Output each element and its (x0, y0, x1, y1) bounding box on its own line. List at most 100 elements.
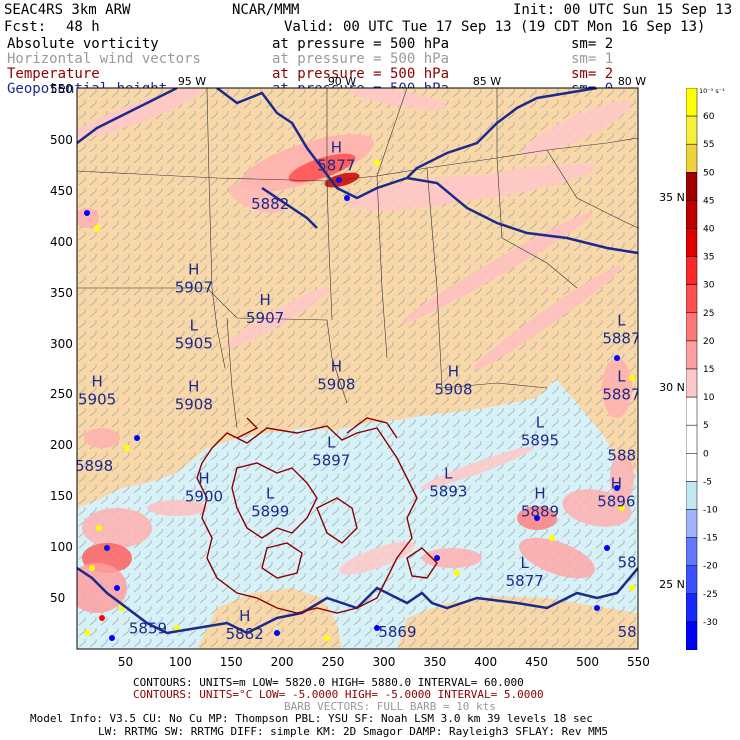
legend-name: Temperature (7, 66, 100, 82)
svg-text:5905: 5905 (78, 391, 116, 409)
colorbar-label: -25 (703, 590, 718, 600)
lat-label: 25 N (659, 578, 685, 591)
svg-text:5897: 5897 (618, 554, 656, 572)
model-info-line1: Model Info: V3.5 CU: No Cu MP: Thompson … (30, 712, 593, 725)
colorbar-swatch (686, 509, 698, 538)
colorbar-swatch (686, 593, 698, 623)
colorbar-swatch (686, 200, 698, 229)
svg-text:5889: 5889 (521, 503, 559, 521)
svg-text:5882: 5882 (226, 625, 264, 643)
svg-text:5882: 5882 (251, 195, 289, 213)
vorticity-shading (77, 88, 635, 641)
legend-sm: sm= 2 (571, 36, 614, 52)
colorbar-label: 10 (703, 393, 715, 403)
height-label: 5868 (618, 623, 656, 641)
legend-name: Horizontal wind vectors (7, 51, 201, 67)
svg-text:L: L (536, 413, 545, 431)
svg-text:5877: 5877 (317, 156, 355, 174)
vorticity-colorbar: 10⁻⁵ s⁻¹605550454035302520151050-5-10-15… (686, 88, 725, 650)
svg-text:5868: 5868 (618, 623, 656, 641)
lon-label: 80 W (618, 75, 646, 88)
temperature-contours (196, 417, 438, 614)
svg-text:H: H (91, 373, 102, 391)
y-tick-label: 400 (50, 234, 73, 249)
svg-text:L: L (617, 368, 626, 386)
x-tick-label: 550 (626, 655, 650, 669)
colorbar-label: 30 (703, 281, 715, 291)
svg-text:5908: 5908 (434, 380, 472, 398)
temp-contour-info: CONTOURS: UNITS=°C LOW= -5.0000 HIGH= -5… (133, 688, 544, 701)
lat-label: 35 N (659, 191, 685, 204)
svg-text:H: H (188, 261, 199, 279)
svg-text:5897: 5897 (312, 452, 350, 470)
colorbar-swatch (686, 453, 698, 482)
svg-text:5859: 5859 (129, 620, 167, 638)
svg-text:5907: 5907 (175, 279, 213, 297)
svg-text:5907: 5907 (246, 309, 284, 327)
legend-level: at pressure = 500 hPa (272, 51, 450, 67)
y-tick-label: 350 (50, 285, 73, 300)
lat-label: 30 N (659, 381, 685, 394)
svg-text:H: H (188, 378, 199, 396)
legend-level: at pressure = 500 hPa (272, 66, 450, 82)
svg-text:L: L (327, 434, 336, 452)
svg-text:5869: 5869 (378, 623, 416, 641)
svg-text:L: L (190, 317, 199, 335)
svg-text:H: H (198, 469, 209, 487)
colorbar-label: 45 (703, 196, 714, 206)
weather-map: H58775882H5907H5907L5905H5908H5908H5905H… (76, 75, 685, 650)
legend-name: Absolute vorticity (7, 36, 159, 52)
y-tick-label: 100 (50, 540, 73, 555)
x-tick-label: 450 (525, 655, 549, 669)
colorbar-label: -10 (703, 506, 718, 516)
colorbar-label: 0 (703, 449, 709, 459)
svg-text:H: H (239, 607, 250, 625)
colorbar-swatch (686, 228, 698, 257)
colorbar-swatch (686, 396, 698, 426)
colorbar-swatch (686, 143, 698, 173)
forecast-label: Fcst: (4, 19, 47, 35)
svg-text:5899: 5899 (251, 503, 289, 521)
colorbar-swatch (686, 368, 698, 398)
colorbar-label: 40 (703, 225, 715, 235)
y-tick-label: 300 (50, 336, 73, 351)
colorbar-label: 50 (703, 168, 715, 178)
height-labels: H58775882H5907H5907L5905H5908H5908H5905H… (75, 138, 656, 643)
height-contour-info: CONTOURS: UNITS=m LOW= 5820.0 HIGH= 5880… (133, 676, 524, 689)
lon-label: 85 W (473, 75, 501, 88)
lat-lon-labels: 95 W 90 W 85 W 80 W 35 N 30 N 25 N (178, 75, 685, 591)
svg-text:L: L (521, 554, 530, 572)
state-borders (77, 88, 638, 429)
x-tick-label: 150 (219, 655, 243, 669)
svg-text:5887: 5887 (602, 330, 640, 348)
x-tick-label: 400 (474, 655, 498, 669)
svg-text:5883: 5883 (607, 447, 645, 465)
colorbar-label: 25 (703, 309, 714, 319)
y-tick-label: 500 (50, 132, 73, 147)
colorbar-swatch (686, 172, 698, 201)
colorbar-unit: 10⁻⁵ s⁻¹ (699, 88, 725, 95)
legend-sm: sm= 2 (571, 66, 614, 82)
colorbar-swatch (686, 565, 698, 595)
svg-text:H: H (259, 291, 270, 309)
svg-text:5898: 5898 (75, 457, 113, 475)
svg-text:L: L (617, 312, 626, 330)
colorbar-label: 60 (703, 112, 715, 122)
model-info-line2: LW: RRTMG SW: RRTMG DIFF: simple KM: 2D … (98, 725, 608, 738)
colorbar-label: 5 (703, 421, 709, 431)
svg-text:H: H (534, 485, 545, 503)
x-tick-label: 350 (423, 655, 447, 669)
svg-text:L: L (266, 485, 275, 503)
